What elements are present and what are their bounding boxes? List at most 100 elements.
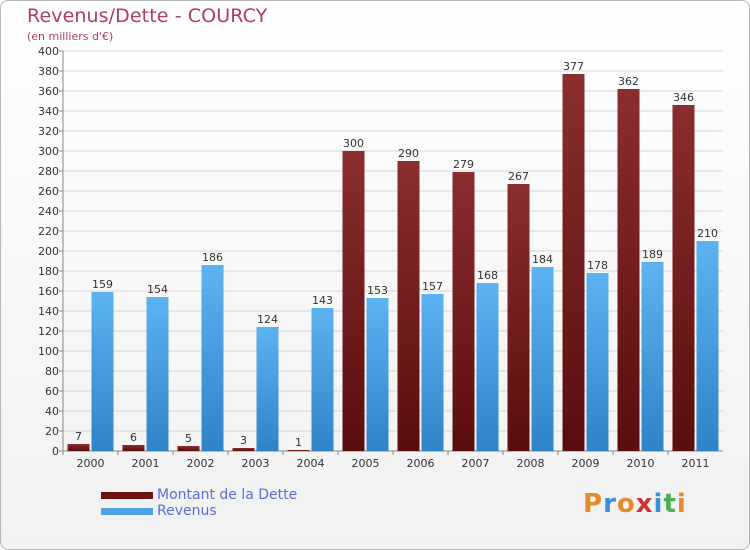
bar-revenus <box>586 273 609 451</box>
bar-revenus <box>641 262 664 451</box>
bar-debt <box>617 89 640 451</box>
x-tick-label: 2009 <box>572 457 600 470</box>
logo-letter: o <box>616 489 636 519</box>
y-tick-label: 180 <box>38 265 59 278</box>
data-label-revenus: 178 <box>587 259 608 272</box>
y-tick-label: 80 <box>45 365 59 378</box>
data-label-revenus: 154 <box>147 283 168 296</box>
y-tick-label: 400 <box>38 45 59 58</box>
y-tick-label: 40 <box>45 405 59 418</box>
y-tick-label: 200 <box>38 245 59 258</box>
x-tick-label: 2005 <box>352 457 380 470</box>
chart-subtitle: (en milliers d'€) <box>27 30 114 43</box>
bar-revenus <box>146 297 169 451</box>
bar-debt <box>287 450 310 451</box>
y-tick-label: 0 <box>52 445 59 458</box>
x-tick-label: 2002 <box>187 457 215 470</box>
x-tick-label: 2001 <box>132 457 160 470</box>
logo-letter: x <box>635 489 654 519</box>
y-tick-label: 340 <box>38 105 59 118</box>
data-label-debt: 5 <box>185 432 192 445</box>
bar-revenus <box>256 327 279 451</box>
bar-revenus <box>201 265 224 451</box>
logo-letter: i <box>676 489 687 519</box>
data-label-revenus: 159 <box>92 278 113 291</box>
x-tick-label: 2011 <box>682 457 710 470</box>
data-label-debt: 300 <box>343 137 364 150</box>
data-label-debt: 267 <box>508 170 529 183</box>
legend-label-debt: Montant de la Dette <box>157 487 298 503</box>
y-tick-label: 220 <box>38 225 59 238</box>
x-tick-label: 2007 <box>462 457 490 470</box>
data-label-debt: 6 <box>130 431 137 444</box>
legend-swatch-debt <box>101 491 153 499</box>
data-label-debt: 346 <box>673 91 694 104</box>
data-label-debt: 1 <box>295 436 302 449</box>
data-label-debt: 3 <box>240 434 247 447</box>
logo-letter: P <box>583 489 604 519</box>
bar-debt <box>507 184 530 451</box>
legend: Montant de la Dette Revenus <box>101 487 297 519</box>
y-tick-label: 160 <box>38 285 59 298</box>
data-label-revenus: 210 <box>697 227 718 240</box>
bar-revenus <box>366 298 389 451</box>
x-tick-label: 2000 <box>77 457 105 470</box>
y-tick-label: 260 <box>38 185 59 198</box>
x-tick-label: 2003 <box>242 457 270 470</box>
data-label-revenus: 157 <box>422 280 443 293</box>
logo-letter: t <box>663 489 677 519</box>
logo-letter: i <box>653 489 664 519</box>
x-tick-label: 2010 <box>627 457 655 470</box>
data-label-revenus: 143 <box>312 294 333 307</box>
data-label-debt: 290 <box>398 147 419 160</box>
bar-revenus <box>696 241 719 451</box>
data-label-debt: 377 <box>563 60 584 73</box>
y-tick-label: 380 <box>38 65 59 78</box>
bar-debt <box>672 105 695 451</box>
bar-revenus <box>476 283 499 451</box>
data-label-revenus: 186 <box>202 251 223 264</box>
data-label-revenus: 168 <box>477 269 498 282</box>
bar-debt <box>342 151 365 451</box>
x-tick-label: 2008 <box>517 457 545 470</box>
legend-item-debt: Montant de la Dette <box>101 487 297 503</box>
bar-revenus <box>311 308 334 451</box>
y-tick-label: 20 <box>45 425 59 438</box>
bar-debt <box>67 444 90 451</box>
legend-label-revenus: Revenus <box>157 503 217 519</box>
bar-revenus <box>91 292 114 451</box>
y-tick-label: 320 <box>38 125 59 138</box>
legend-item-revenus: Revenus <box>101 503 297 519</box>
y-tick-label: 240 <box>38 205 59 218</box>
bar-debt <box>397 161 420 451</box>
data-label-debt: 7 <box>75 430 82 443</box>
x-tick-label: 2006 <box>407 457 435 470</box>
bar-revenus <box>531 267 554 451</box>
y-tick-label: 280 <box>38 165 59 178</box>
chart-title: Revenus/Dette - COURCY <box>27 5 268 27</box>
y-tick-label: 360 <box>38 85 59 98</box>
y-tick-label: 140 <box>38 305 59 318</box>
x-tick-label: 2004 <box>297 457 325 470</box>
bar-debt <box>177 446 200 451</box>
bar-debt <box>562 74 585 451</box>
bar-debt <box>122 445 145 451</box>
data-label-debt: 362 <box>618 75 639 88</box>
data-label-revenus: 189 <box>642 248 663 261</box>
bar-debt <box>452 172 475 451</box>
data-label-revenus: 184 <box>532 253 553 266</box>
y-tick-label: 300 <box>38 145 59 158</box>
legend-swatch-revenus <box>101 507 153 515</box>
proxiti-logo: Proxiti <box>583 489 687 519</box>
bar-debt <box>232 448 255 451</box>
y-tick-label: 60 <box>45 385 59 398</box>
data-label-revenus: 153 <box>367 284 388 297</box>
y-tick-label: 100 <box>38 345 59 358</box>
bar-revenus <box>421 294 444 451</box>
logo-letter: r <box>603 489 617 519</box>
y-tick-label: 120 <box>38 325 59 338</box>
data-label-revenus: 124 <box>257 313 278 326</box>
data-label-debt: 279 <box>453 158 474 171</box>
